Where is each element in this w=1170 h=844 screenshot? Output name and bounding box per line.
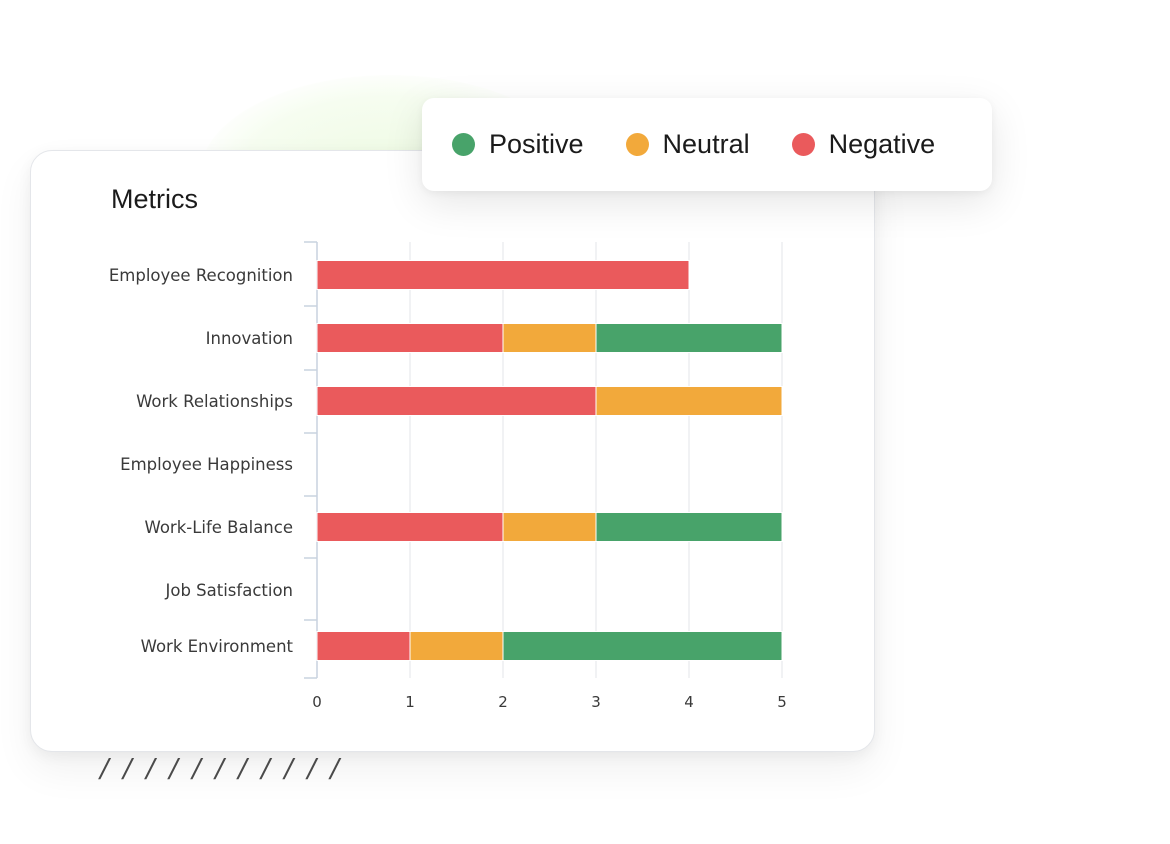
legend-item-negative[interactable]: Negative <box>791 129 936 160</box>
bar-segment-neutral <box>595 386 783 416</box>
bar-segment-positive <box>595 323 783 353</box>
legend-label-positive: Positive <box>489 129 584 159</box>
category-label: Work Environment <box>141 637 294 656</box>
bar-segment-negative <box>316 512 504 542</box>
category-label: Work Relationships <box>136 392 293 411</box>
category-label: Job Satisfaction <box>164 581 293 600</box>
decorative-hatch: / / / / / / / / / / / <box>100 754 343 784</box>
bar-segment-negative <box>316 260 690 290</box>
bar-segment-neutral <box>409 631 504 661</box>
x-tick-label: 0 <box>312 693 322 711</box>
x-tick-label: 5 <box>777 693 787 711</box>
legend-label-neutral: Neutral <box>662 129 750 159</box>
category-label: Work-Life Balance <box>144 518 293 537</box>
bar-segment-negative <box>316 323 504 353</box>
chart-title: Metrics <box>111 184 198 214</box>
bar-segment-neutral <box>502 512 597 542</box>
x-tick-label: 4 <box>684 693 694 711</box>
bar-segment-negative <box>316 631 411 661</box>
bar-segment-positive <box>595 512 783 542</box>
bar-segment-negative <box>316 386 597 416</box>
bar-segment-positive <box>502 631 783 661</box>
legend-label-negative: Negative <box>828 129 936 159</box>
x-tick-label: 3 <box>591 693 601 711</box>
legend-item-neutral[interactable]: Neutral <box>625 129 750 160</box>
category-label: Employee Recognition <box>109 266 293 285</box>
legend-dot-neutral <box>625 133 649 156</box>
category-label: Employee Happiness <box>120 455 293 474</box>
legend-dot-negative <box>791 133 815 156</box>
legend-item-positive[interactable]: Positive <box>452 129 584 160</box>
x-tick-label: 2 <box>498 693 508 711</box>
category-label: Innovation <box>206 329 293 348</box>
chart-legend: Positive Neutral Negative <box>422 98 992 191</box>
legend-dot-positive <box>452 133 475 156</box>
bar-segment-neutral <box>502 323 597 353</box>
x-tick-label: 1 <box>405 693 415 711</box>
